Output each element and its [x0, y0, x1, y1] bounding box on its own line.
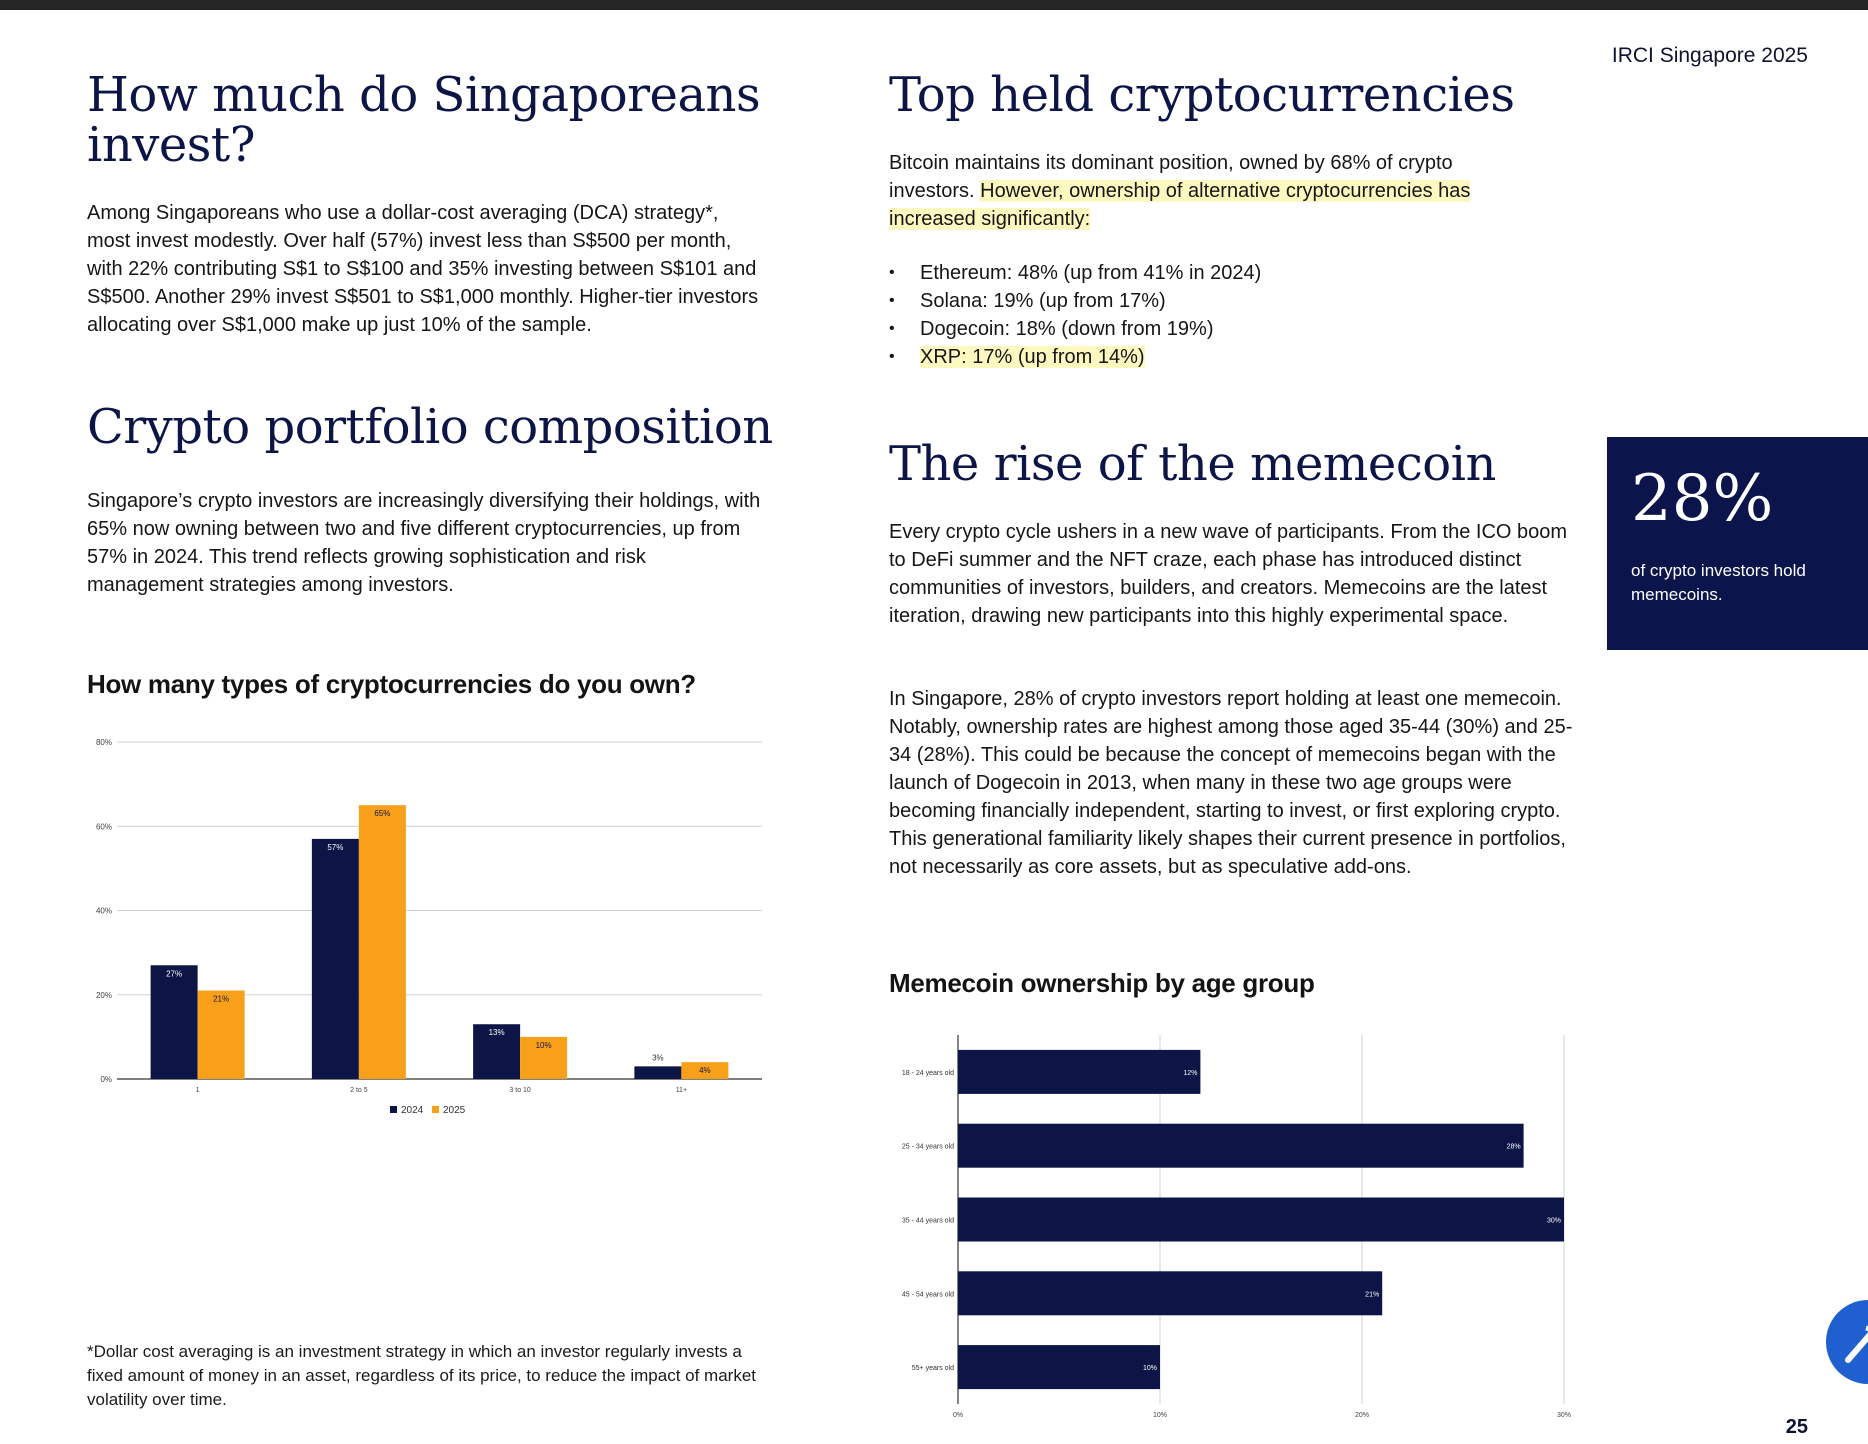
top-held-paragraph: Bitcoin maintains its dominant position,… [889, 149, 1529, 233]
list-item: XRP: 17% (up from 14%) [889, 343, 1489, 371]
bar [958, 1049, 1201, 1094]
data-label: 30% [1547, 1218, 1561, 1225]
invest-heading: How much do Singaporeans invest? [87, 70, 787, 171]
x-tick-label: 1 [196, 1087, 200, 1094]
y-tick-label: 55+ years old [912, 1365, 954, 1372]
bar [958, 1271, 1383, 1316]
crypto-types-chart-title: How many types of cryptocurrencies do yo… [87, 669, 696, 699]
bar-2024 [150, 965, 198, 1079]
data-label: 12% [1183, 1070, 1197, 1077]
dca-footnote: *Dollar cost averaging is an investment … [87, 1342, 756, 1409]
memecoin-age-chart: 0% 10% 20% 30% 18 - 24 years old 12% 25 - 34 … [902, 1035, 1571, 1419]
x-tick-label: 20% [1355, 1412, 1369, 1419]
top-held-heading: Top held cryptocurrencies [889, 67, 1515, 123]
y-tick-label: 18 - 24 years old [902, 1070, 954, 1077]
memecoin-paragraph-2: In Singapore, 28% of crypto investors re… [889, 688, 1573, 878]
legend-swatch [432, 1106, 439, 1113]
x-tick-label: 2 to 5 [350, 1087, 368, 1094]
brand-logo-icon [1826, 1300, 1868, 1384]
y-tick-label: 0% [100, 1075, 112, 1084]
top-held-intro: Bitcoin maintains its dominant position,… [889, 152, 1453, 202]
bar-2025 [681, 1062, 729, 1079]
report-title: IRCI Singapore 2025 [1611, 44, 1808, 67]
memecoin-heading: The rise of the memecoin [889, 436, 1496, 492]
bar [958, 1345, 1160, 1390]
data-label: 28% [1507, 1144, 1521, 1151]
x-tick-label: 0% [953, 1412, 963, 1419]
x-tick-label: 11+ [676, 1087, 687, 1094]
page-number: 25 [1785, 1416, 1808, 1438]
data-label: 21% [213, 995, 229, 1004]
data-label: 13% [489, 1028, 505, 1037]
bar-2025 [358, 805, 406, 1079]
x-tick-label: 30% [1557, 1412, 1571, 1419]
y-tick-label: 80% [96, 738, 112, 747]
stat-caption: of crypto investors hold memecoins. [1631, 561, 1806, 604]
invest-heading-line2: invest? [87, 117, 255, 174]
memecoin-chart-title: Memecoin ownership by age group [889, 968, 1315, 998]
data-label: 3% [652, 1053, 664, 1062]
y-tick-label: 40% [96, 907, 112, 916]
list-item: Dogecoin: 18% (down from 19%) [889, 315, 1489, 343]
bar [958, 1123, 1524, 1168]
x-tick-label: 10% [1153, 1412, 1167, 1419]
y-tick-label: 60% [96, 822, 112, 831]
bar-2024 [311, 838, 359, 1079]
portfolio-heading: Crypto portfolio composition [87, 399, 773, 455]
data-label: 57% [327, 843, 343, 852]
list-item: Solana: 19% (up from 17%) [889, 287, 1489, 315]
y-tick-label: 20% [96, 991, 112, 1000]
invest-heading-line1: How much do Singaporeans [87, 67, 761, 123]
data-label: 10% [1143, 1365, 1157, 1372]
legend-label: 2024 [401, 1105, 424, 1116]
legend-swatch [390, 1106, 397, 1113]
portfolio-paragraph: Singapore’s crypto investors are increas… [87, 490, 761, 596]
y-tick-label: 25 - 34 years old [902, 1144, 954, 1151]
data-label: 21% [1365, 1291, 1379, 1298]
top-bar [0, 0, 1868, 10]
x-tick-label: 3 to 10 [509, 1087, 531, 1094]
data-label: 10% [536, 1041, 552, 1050]
legend-label: 2025 [443, 1105, 466, 1116]
data-label: 4% [699, 1066, 711, 1075]
data-label: 27% [166, 969, 182, 978]
data-label: 65% [374, 809, 390, 818]
y-tick-label: 35 - 44 years old [902, 1218, 954, 1225]
bar-2024 [473, 1024, 521, 1079]
invest-paragraph: Among Singaporeans who use a dollar-cost… [87, 202, 759, 336]
bar-2025 [520, 1036, 568, 1079]
stat-value: 28% [1631, 462, 1774, 536]
memecoin-paragraph-1: Every crypto cycle ushers in a new wave … [889, 521, 1568, 627]
top-held-list: Ethereum: 48% (up from 41% in 2024) Sola… [889, 259, 1489, 371]
highlighted-text: XRP: 17% (up from 14%) [920, 346, 1145, 368]
bar-2024 [634, 1066, 682, 1079]
bar [958, 1197, 1564, 1242]
y-tick-label: 45 - 54 years old [902, 1291, 954, 1298]
memecoin-stat-box: 28% of crypto investors hold memecoins. [1607, 437, 1868, 650]
bar-2025 [197, 990, 245, 1079]
crypto-types-chart: 0% 20% 40% 60% 80% 1 27% 21% 2 to 5 57% 65% 3 to 1… [96, 738, 762, 1116]
list-item: Ethereum: 48% (up from 41% in 2024) [889, 259, 1489, 287]
